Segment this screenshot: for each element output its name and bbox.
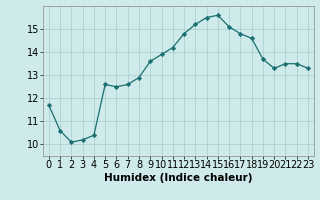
X-axis label: Humidex (Indice chaleur): Humidex (Indice chaleur) [104, 173, 253, 183]
